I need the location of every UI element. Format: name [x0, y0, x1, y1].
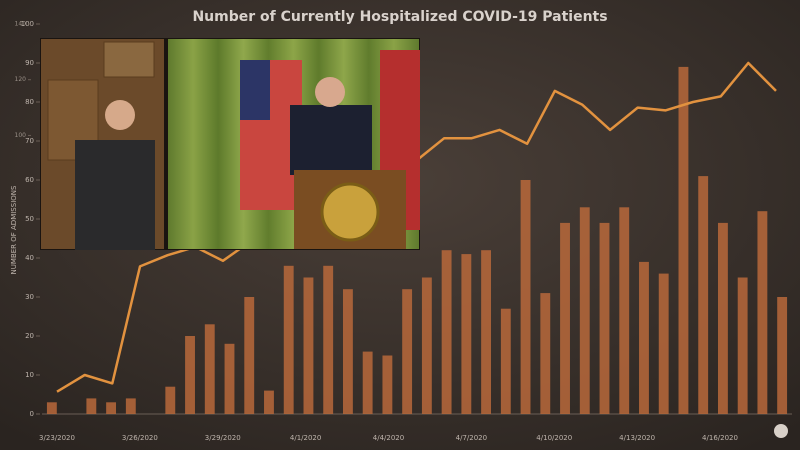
video-inset — [40, 38, 420, 250]
bar — [86, 398, 97, 414]
logo — [774, 424, 788, 438]
bar — [224, 343, 235, 414]
bar — [125, 398, 136, 414]
bar — [639, 261, 649, 414]
bar — [678, 66, 689, 415]
bar — [757, 211, 768, 414]
bar — [382, 355, 393, 414]
x-tick-label: 4/10/2020 — [536, 434, 572, 442]
chart-title: Number of Currently Hospitalized COVID-1… — [192, 9, 607, 25]
x-tick-label: 3/26/2020 — [122, 434, 158, 442]
y2-tick-label: 100 — [15, 132, 27, 139]
x-tick-label: 3/29/2020 — [205, 434, 241, 442]
speaker-head — [315, 77, 345, 107]
bar — [560, 222, 570, 414]
y-tick-label: 80 — [25, 98, 34, 106]
x-tick-label: 4/4/2020 — [373, 434, 404, 442]
interpreter-head — [105, 100, 135, 130]
y-tick-label: 60 — [25, 176, 34, 184]
bar — [46, 402, 57, 414]
speaker-suit — [290, 105, 372, 175]
x-tick-label: 4/1/2020 — [290, 434, 321, 442]
y2-tick-label: 140 — [15, 21, 27, 28]
flag-us-canton — [240, 60, 270, 120]
bar — [323, 265, 334, 414]
bar — [698, 176, 709, 414]
y-tick-label: 100 — [21, 20, 34, 28]
plot-area: 0 10 20 30 40 50 60 70 80 90 100 100 120 140 3/23/2020… — [15, 20, 792, 442]
x-tick-label: 4/16/2020 — [702, 434, 738, 442]
bar — [303, 277, 314, 414]
bar — [540, 293, 551, 414]
bar — [500, 308, 511, 414]
bar — [402, 289, 413, 414]
y-tick-label: 70 — [25, 137, 34, 145]
bar — [106, 402, 117, 414]
bar — [204, 324, 215, 414]
bar — [283, 265, 294, 414]
x-tick-label: 3/23/2020 — [39, 434, 75, 442]
bar — [579, 207, 590, 414]
bar — [481, 250, 492, 414]
y-tick-label: 0 — [30, 410, 34, 418]
bar — [461, 254, 472, 414]
bar — [362, 351, 373, 414]
bar — [619, 207, 630, 414]
y-tick-label: 20 — [25, 332, 34, 340]
picture-frame — [103, 41, 155, 78]
y-axis-title: NUMBER OF ADMISSIONS — [10, 185, 18, 274]
interpreter-suit — [75, 140, 155, 250]
y-tick-label: 10 — [25, 371, 34, 379]
bar — [737, 277, 748, 414]
bar — [264, 390, 274, 414]
bar — [185, 336, 195, 414]
bar — [165, 386, 176, 414]
bar — [658, 273, 669, 414]
bar — [777, 297, 788, 414]
x-tick-label: 4/13/2020 — [619, 434, 655, 442]
y2-tick-label: 120 — [15, 76, 27, 83]
bar — [342, 289, 353, 414]
y-tick-label: 30 — [25, 293, 34, 301]
podium-seal — [320, 182, 380, 242]
bar — [421, 277, 432, 414]
y-tick-label: 50 — [25, 215, 34, 223]
y-tick-label: 40 — [25, 254, 34, 262]
bar — [244, 297, 255, 414]
bar — [599, 222, 610, 414]
y-tick-label: 90 — [25, 59, 34, 67]
bar — [441, 250, 452, 414]
bar — [520, 180, 531, 414]
x-tick-label: 4/7/2020 — [456, 434, 487, 442]
bar — [717, 222, 728, 414]
